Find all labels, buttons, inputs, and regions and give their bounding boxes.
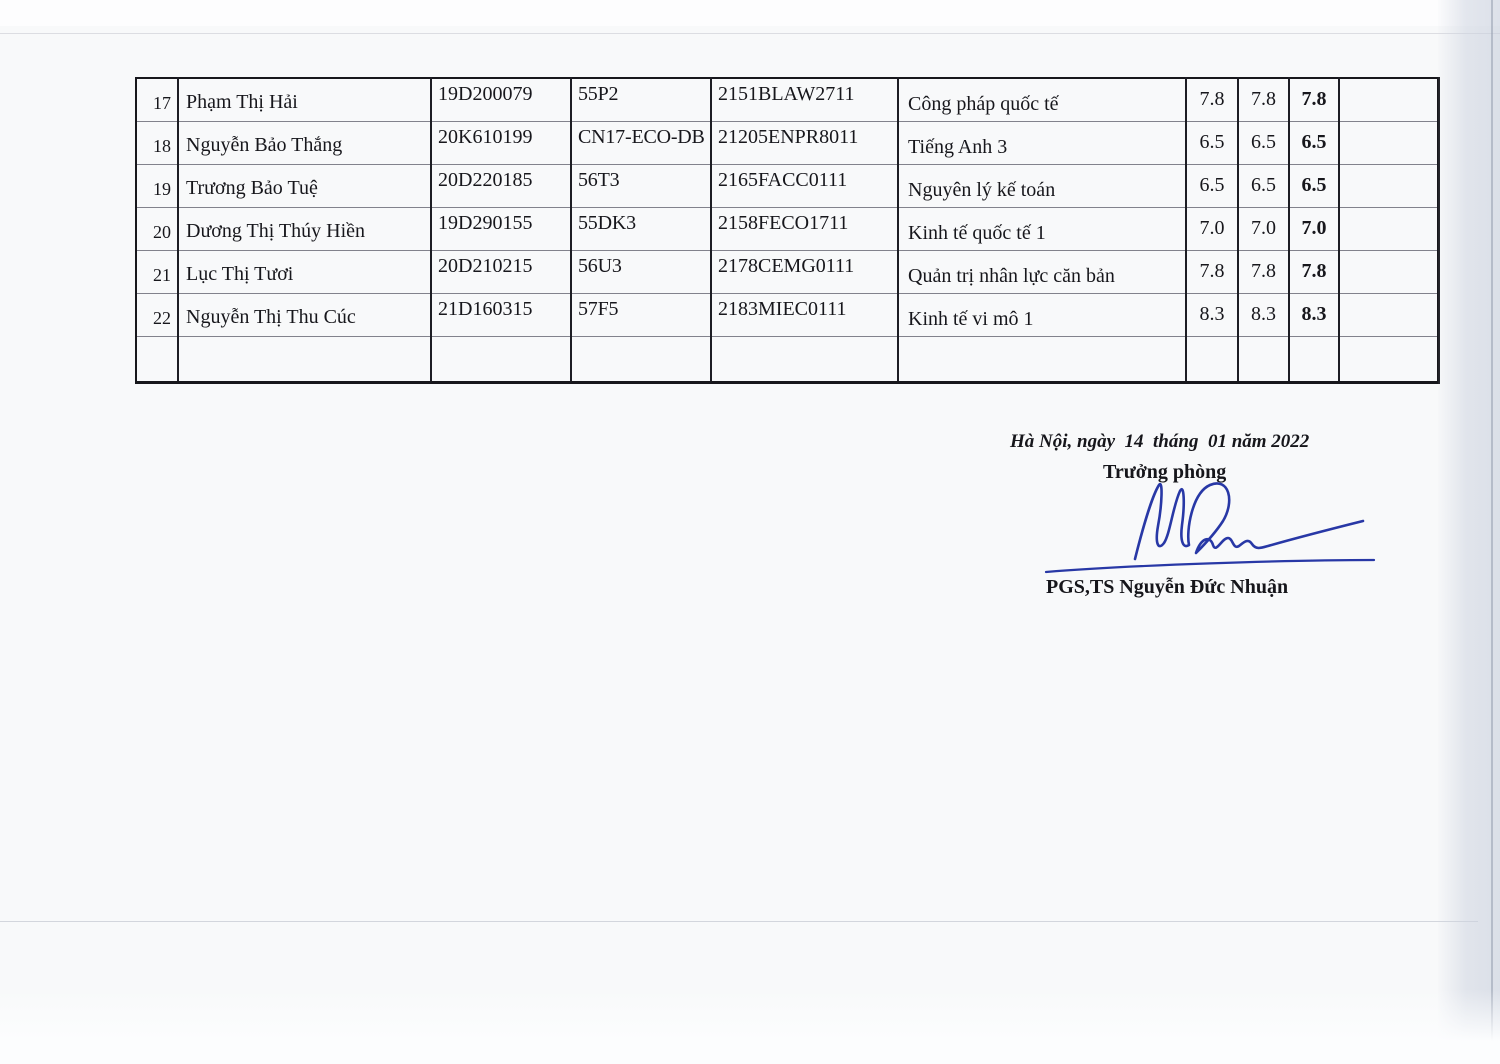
cell-score-2: 6.5	[1237, 120, 1289, 164]
cell-course-code: 2178CEMG0111	[710, 249, 898, 293]
cell-note	[1338, 292, 1438, 336]
cell-row-number: 20	[136, 206, 178, 250]
cell-course-name: Kinh tế quốc tế 1	[897, 206, 1186, 250]
cell-score-final	[1288, 335, 1339, 382]
cell-score-1: 6.5	[1185, 163, 1238, 207]
cell-score-final: 7.0	[1288, 206, 1339, 250]
cell-class: 57F5	[570, 292, 711, 336]
cell-class: 56T3	[570, 163, 711, 207]
table-row: 18 Nguyễn Bảo Thắng 20K610199 CN17-ECO-D…	[136, 120, 1438, 164]
cell-student-name	[177, 335, 431, 382]
cell-course-code: 2151BLAW2711	[710, 78, 898, 121]
cell-row-number: 17	[153, 92, 171, 113]
cell-note	[1338, 249, 1438, 293]
cell-student-id: 19D200079	[430, 78, 571, 121]
scan-right-shadow	[1438, 0, 1500, 1064]
cell-student-name: Phạm Thị Hải	[177, 78, 431, 121]
cell-note	[1338, 78, 1438, 121]
cell-note	[1338, 163, 1438, 207]
grade-table: 17 Phạm Thị Hải 19D200079 55P2 2151BLAW2…	[135, 77, 1440, 384]
cell-row-number: 18	[136, 120, 178, 164]
cell-note	[1338, 206, 1438, 250]
signature-stroke	[1133, 482, 1365, 561]
cell-score-2: 7.0	[1237, 206, 1289, 250]
date-line: Hà Nội, ngày 14 tháng 01 năm 2022	[1010, 431, 1310, 452]
cell-score-1: 7.8	[1185, 78, 1238, 121]
cell-course-name	[897, 335, 1186, 382]
table-row: 21 Lục Thị Tươi 20D210215 56U3 2178CEMG0…	[136, 249, 1438, 293]
cell-score-2: 6.5	[1237, 163, 1289, 207]
cell-row-number: 19	[136, 163, 178, 207]
cell-course-name: Nguyên lý kế toán	[897, 163, 1186, 207]
signature-underline	[1044, 558, 1376, 574]
cell-score-1: 6.5	[1185, 120, 1238, 164]
cell-course-name: Quản trị nhân lực căn bản	[897, 249, 1186, 293]
cell-course-code: 2165FACC0111	[710, 163, 898, 207]
cell-score-2: 7.8	[1237, 249, 1289, 293]
cell-student-id: 19D290155	[430, 206, 571, 250]
table-row: 20 Dương Thị Thúy Hiền 19D290155 55DK3 2…	[136, 206, 1438, 250]
cell-note	[1338, 120, 1438, 164]
cell-score-1	[1185, 335, 1238, 382]
scan-artifact-line-bottom	[0, 921, 1478, 922]
signature-ink	[1044, 482, 1376, 574]
cell-class: 56U3	[570, 249, 711, 293]
table-row	[136, 335, 1438, 382]
cell-note	[1338, 335, 1438, 382]
cell-score-final: 7.8	[1288, 78, 1339, 121]
cell-student-id: 20K610199	[430, 120, 571, 164]
table-row: 17 Phạm Thị Hải 19D200079 55P2 2151BLAW2…	[136, 78, 1438, 121]
cell-course-code	[710, 335, 898, 382]
cell-student-name: Trương Bảo Tuệ	[177, 163, 431, 207]
cell-score-final: 8.3	[1288, 292, 1339, 336]
scan-right-edge-line	[1491, 0, 1493, 1064]
cell-course-name: Công pháp quốc tế	[897, 78, 1186, 121]
scan-artifact-line-top	[0, 33, 1500, 34]
cell-row-number: 21	[136, 249, 178, 293]
cell-score-2: 7.8	[1237, 78, 1289, 121]
cell-score-1: 8.3	[1185, 292, 1238, 336]
cell-course-code: 21205ENPR8011	[710, 120, 898, 164]
cell-score-1: 7.0	[1185, 206, 1238, 250]
cell-score-2: 8.3	[1237, 292, 1289, 336]
signer-title: Trưởng phòng	[1103, 461, 1227, 483]
scan-bottom-band	[0, 989, 1500, 1064]
cell-score-final: 6.5	[1288, 120, 1339, 164]
cell-student-id	[430, 335, 571, 382]
cell-course-code: 2158FECO1711	[710, 206, 898, 250]
cell-row-number	[136, 335, 178, 382]
cell-student-id: 21D160315	[430, 292, 571, 336]
scan-top-band	[0, 0, 1500, 26]
cell-student-name: Nguyễn Thị Thu Cúc	[177, 292, 431, 336]
cell-student-name: Lục Thị Tươi	[177, 249, 431, 293]
table-row: 22 Nguyễn Thị Thu Cúc 21D160315 57F5 218…	[136, 292, 1438, 336]
cell-row-number: 22	[136, 292, 178, 336]
cell-class: 55P2	[570, 78, 711, 121]
signer-name: PGS,TS Nguyễn Đức Nhuận	[1046, 576, 1289, 598]
cell-score-final: 7.8	[1288, 249, 1339, 293]
table-row: 19 Trương Bảo Tuệ 20D220185 56T3 2165FAC…	[136, 163, 1438, 207]
cell-student-name: Dương Thị Thúy Hiền	[177, 206, 431, 250]
cell-course-name: Kinh tế vi mô 1	[897, 292, 1186, 336]
cell-student-name: Nguyễn Bảo Thắng	[177, 120, 431, 164]
cell-score-2	[1237, 335, 1289, 382]
cell-class: 55DK3	[570, 206, 711, 250]
cell-course-code: 2183MIEC0111	[710, 292, 898, 336]
cell-score-1: 7.8	[1185, 249, 1238, 293]
cell-score-final: 6.5	[1288, 163, 1339, 207]
cell-course-name: Tiếng Anh 3	[897, 120, 1186, 164]
cell-student-id: 20D220185	[430, 163, 571, 207]
cell-class	[570, 335, 711, 382]
grade-table-body: 17 Phạm Thị Hải 19D200079 55P2 2151BLAW2…	[136, 78, 1438, 382]
cell-student-id: 20D210215	[430, 249, 571, 293]
cell-class: CN17-ECO-DB	[570, 120, 711, 164]
